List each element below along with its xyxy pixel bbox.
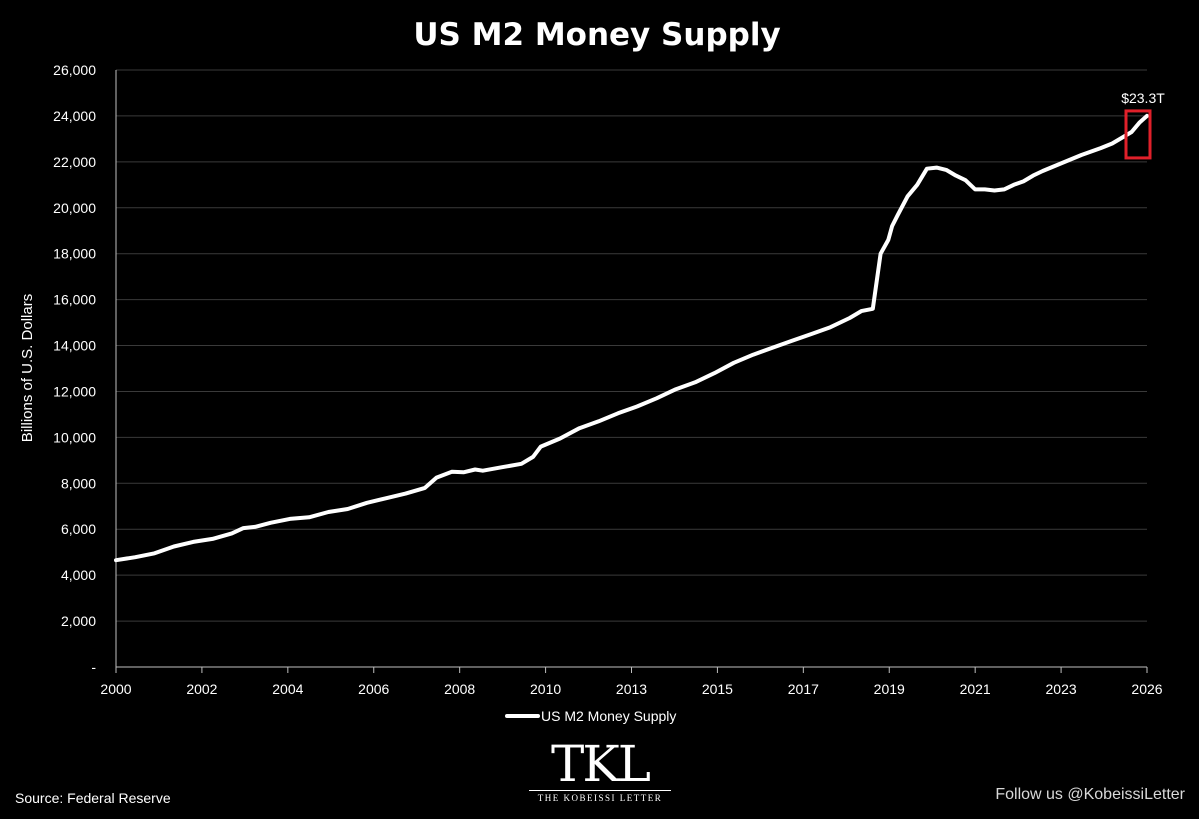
y-tick-label: 16,000 [53,292,96,308]
series-line-0 [114,113,1149,563]
legend: US M2 Money Supply [505,708,676,724]
highlight-box [1124,109,1152,160]
y-tick-label: 8,000 [61,475,96,491]
x-tick-label: 2021 [960,681,991,697]
y-tick-label: 10,000 [53,429,96,445]
y-tick-label: 20,000 [53,200,96,216]
source-note: Source: Federal Reserve [15,790,171,806]
axes [115,70,1147,668]
x-tick-label: 2008 [444,681,475,697]
logo-mark: TKL [551,735,651,793]
y-tick-labels: - 2,000 4,000 6,000 8,000 10,000 12,000 14,000 1… [53,62,96,675]
y-tick-label: 22,000 [53,154,96,170]
grid [116,69,1147,622]
x-tick-label: 2023 [1046,681,1077,697]
y-tick-label: 4,000 [61,567,96,583]
y-tick-label: 18,000 [53,246,96,262]
latest-value-annotation: $23.3T [1121,90,1165,106]
y-axis-label: Billions of U.S. Dollars [19,294,36,442]
y-tick-label: - [91,659,96,675]
logo-subtitle: THE KOBEISSI LETTER [529,790,671,803]
legend-label: US M2 Money Supply [541,708,676,724]
x-tick-label: 2026 [1131,681,1162,697]
x-tick-label: 2006 [358,681,389,697]
x-tick-label: 2002 [186,681,217,697]
y-tick-label: 24,000 [53,108,96,124]
x-tick-label: 2000 [100,681,131,697]
y-tick-label: 12,000 [53,383,96,399]
x-tick-labels: 2000 2002 2004 2006 2008 2010 2013 2015 2017 2019… [100,667,1163,697]
x-tick-label: 2017 [788,681,819,697]
follow-handle: Follow us @KobeissiLetter [995,786,1185,803]
kobeissi-logo: TKL THE KOBEISSI LETTER [525,738,675,808]
x-tick-label: 2004 [272,681,303,697]
series-layer [114,113,1149,563]
chart-title: US M2 Money Supply [413,17,780,53]
y-tick-label: 2,000 [61,613,96,629]
x-tick-label: 2015 [702,681,733,697]
x-tick-label: 2019 [874,681,905,697]
x-tick-label: 2013 [616,681,647,697]
y-tick-label: 6,000 [61,521,96,537]
x-tick-label: 2010 [530,681,561,697]
y-tick-label: 14,000 [53,338,96,354]
y-tick-label: 26,000 [53,62,96,78]
